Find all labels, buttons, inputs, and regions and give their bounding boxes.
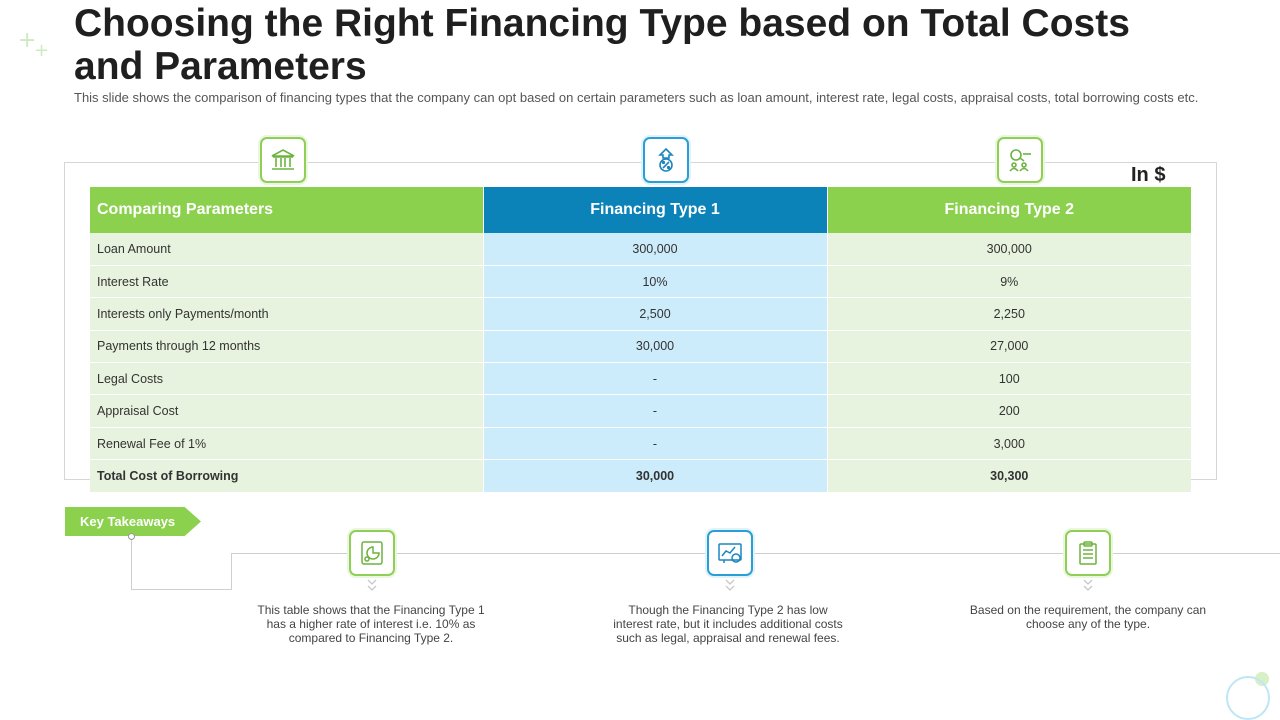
connector-dot <box>128 533 135 540</box>
type-2-cell: 27,000 <box>826 330 1191 364</box>
table-header-row: Comparing Parameters Financing Type 1 Fi… <box>90 187 1191 233</box>
table-row: Loan Amount 300,000 300,000 <box>90 233 1191 266</box>
type-1-cell: - <box>482 362 827 396</box>
financing-comparison-table: Comparing Parameters Financing Type 1 Fi… <box>90 187 1191 493</box>
decorative-plus-icon: + <box>34 40 50 61</box>
parameter-cell: Renewal Fee of 1% <box>90 427 483 461</box>
table-row: Interests only Payments/month 2,500 2,25… <box>90 297 1191 331</box>
page-title: Choosing the Right Financing Type based … <box>74 2 1130 88</box>
table-row: Interest Rate 10% 9% <box>90 265 1191 299</box>
table-total-row: Total Cost of Borrowing 30,000 30,300 <box>90 459 1191 493</box>
parameter-cell: Loan Amount <box>90 233 483 266</box>
type-2-cell: 100 <box>826 362 1191 396</box>
type-2-cell: 9% <box>826 265 1191 299</box>
table-row: Legal Costs - 100 <box>90 362 1191 396</box>
table-row: Appraisal Cost - 200 <box>90 394 1191 428</box>
parameter-cell: Interests only Payments/month <box>90 297 483 331</box>
decorative-circle <box>1226 676 1270 720</box>
pie-chart-document-icon <box>349 530 395 576</box>
takeaway-text-2: Though the Financing Type 2 has low inte… <box>613 603 843 645</box>
type-2-cell: 200 <box>826 394 1191 428</box>
header-financing-type-2: Financing Type 2 <box>826 187 1191 233</box>
analytics-report-icon <box>707 530 753 576</box>
type-1-cell: 10% <box>482 265 827 299</box>
header-comparing-parameters: Comparing Parameters <box>90 187 483 233</box>
header-financing-type-1: Financing Type 1 <box>482 187 827 233</box>
connector-line <box>131 538 132 590</box>
key-takeaways-tag: Key Takeaways <box>65 507 201 536</box>
percent-upload-icon <box>643 137 689 183</box>
parameter-cell: Payments through 12 months <box>90 330 483 364</box>
parameter-cell: Appraisal Cost <box>90 394 483 428</box>
page-subtitle: This slide shows the comparison of finan… <box>74 90 1199 105</box>
parameter-cell: Interest Rate <box>90 265 483 299</box>
search-people-icon <box>997 137 1043 183</box>
unit-label: In $ <box>1131 164 1166 186</box>
connector-line <box>131 589 232 590</box>
takeaway-text-3: Based on the requirement, the company ca… <box>969 603 1207 631</box>
chevron-down-icon <box>1083 579 1093 591</box>
type-1-cell: 30,000 <box>482 459 827 493</box>
bank-icon <box>260 137 306 183</box>
connector-line <box>231 553 232 590</box>
chevron-down-icon <box>725 579 735 591</box>
type-1-cell: - <box>482 394 827 428</box>
type-1-cell: 30,000 <box>482 330 827 364</box>
table-row: Payments through 12 months 30,000 27,000 <box>90 330 1191 364</box>
type-2-cell: 30,300 <box>826 459 1191 493</box>
type-2-cell: 2,250 <box>826 297 1191 331</box>
type-1-cell: 300,000 <box>482 233 827 266</box>
decorative-plus-icon: + <box>18 28 37 53</box>
type-2-cell: 300,000 <box>826 233 1191 266</box>
type-1-cell: 2,500 <box>482 297 827 331</box>
parameter-cell: Total Cost of Borrowing <box>90 459 483 493</box>
connector-line <box>231 553 1280 554</box>
type-2-cell: 3,000 <box>826 427 1191 461</box>
parameter-cell: Legal Costs <box>90 362 483 396</box>
type-1-cell: - <box>482 427 827 461</box>
chevron-down-icon <box>367 579 377 591</box>
clipboard-icon <box>1065 530 1111 576</box>
takeaway-text-1: This table shows that the Financing Type… <box>257 603 485 645</box>
table-row: Renewal Fee of 1% - 3,000 <box>90 427 1191 461</box>
